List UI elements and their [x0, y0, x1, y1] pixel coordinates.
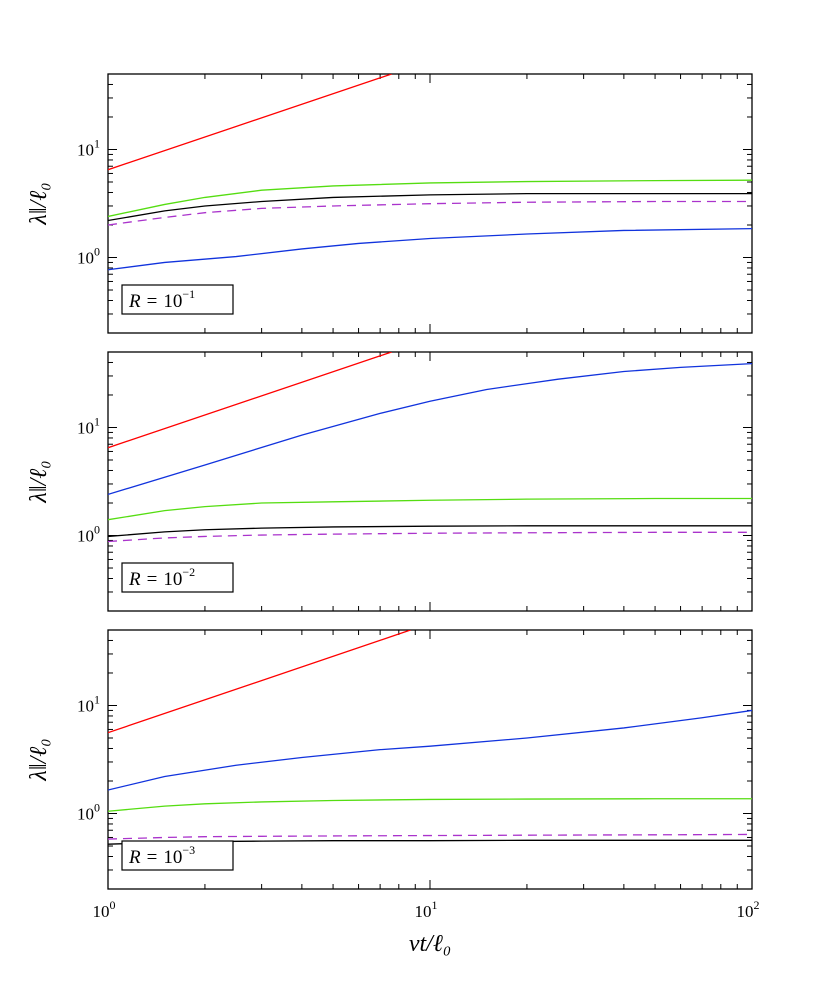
y-tick-label: 100 [77, 523, 100, 546]
panel-label-box [121, 562, 234, 593]
x-tick-label: 100 [93, 898, 116, 921]
y-axis-title: λ‖/ℓ₀ [26, 182, 52, 225]
panel-3: 100 101 λ‖/ℓ₀ R = 10−3 [26, 629, 753, 890]
series-line-blue [108, 228, 752, 271]
panel-label: R = 10−3 [128, 843, 195, 868]
series-line-green [108, 179, 752, 218]
series-line-red [108, 352, 392, 449]
y-axis-title: λ‖/ℓ₀ [26, 460, 52, 503]
y-tick-label: 101 [77, 136, 100, 159]
series-line-blue [108, 709, 752, 791]
y-tick-label: 101 [77, 692, 100, 715]
series-group [108, 352, 752, 543]
series-line-red [108, 630, 411, 734]
x-tick-label: 101 [415, 898, 438, 921]
series-group [108, 74, 752, 271]
series-line-purple [108, 833, 752, 840]
series-line-purple [108, 200, 752, 226]
x-axis-title: vt/ℓ₀ [409, 931, 451, 957]
y-tick-label: 100 [77, 245, 100, 268]
panel-1: 100 101 λ‖/ℓ₀ R = 10−1 [26, 73, 753, 334]
y-tick-label: 101 [77, 414, 100, 437]
panel-label: R = 10−2 [128, 565, 195, 590]
series-line-black [108, 193, 752, 222]
panel-label-box [121, 840, 234, 871]
panel-label-box [121, 284, 234, 315]
series-line-green [108, 798, 752, 812]
series-line-purple [108, 531, 752, 543]
x-tick-label: 102 [737, 898, 760, 921]
y-axis-title: λ‖/ℓ₀ [26, 738, 52, 781]
series-line-green [108, 497, 752, 521]
series-line-red [108, 74, 392, 171]
series-group [108, 630, 752, 845]
series-line-black [108, 525, 752, 538]
panel-2: 100 101 λ‖/ℓ₀ R = 10−2 [26, 351, 753, 612]
y-tick-label: 100 [77, 801, 100, 824]
series-line-blue [108, 363, 752, 496]
panel-label: R = 10−1 [128, 287, 195, 312]
